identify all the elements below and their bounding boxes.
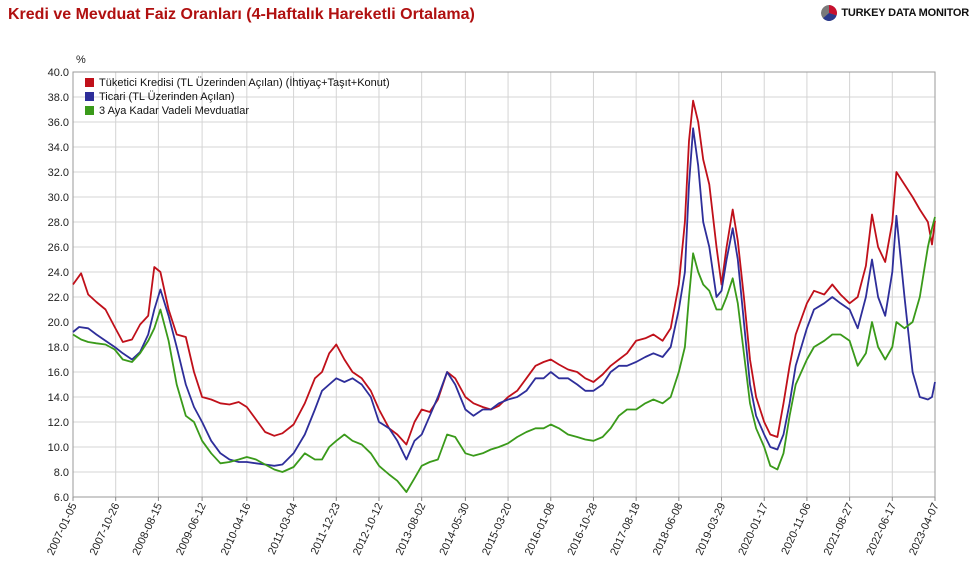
y-axis: 6.0 8.0 10.0 12.0 14.0 16.0 18.0 20.0 22.0 24.0 26… — [48, 67, 69, 504]
y-tick-label: 8.0 — [54, 467, 69, 479]
x-tick-label: 2021-08-27 — [822, 501, 857, 557]
y-unit-label: % — [76, 54, 86, 66]
x-tick-label: 2014-05-30 — [437, 501, 472, 557]
grid — [72, 71, 936, 498]
legend-swatch — [85, 92, 94, 101]
x-tick-label: 2019-03-29 — [694, 501, 729, 557]
y-tick-label: 28.0 — [48, 217, 69, 229]
legend-label: 3 Aya Kadar Vadeli Mevduatlar — [99, 105, 249, 117]
y-tick-label: 18.0 — [48, 342, 69, 354]
x-tick-label: 2011-03-04 — [266, 501, 300, 556]
x-tick-label: 2013-08-02 — [394, 501, 429, 557]
y-tick-label: 6.0 — [54, 492, 69, 504]
x-tick-label: 2011-12-23 — [309, 501, 343, 556]
y-tick-label: 12.0 — [48, 417, 69, 429]
legend-label: Ticari (TL Üzerinden Açılan) — [99, 91, 235, 103]
y-tick-label: 20.0 — [48, 317, 69, 329]
pie-logo-icon — [821, 5, 838, 21]
y-tick-label: 26.0 — [48, 242, 69, 254]
x-tick-label: 2016-10-28 — [566, 501, 601, 557]
y-tick-label: 14.0 — [48, 392, 69, 404]
legend-swatch — [85, 106, 94, 115]
y-tick-label: 10.0 — [48, 442, 69, 454]
brand: TURKEY DATA MONITOR — [821, 5, 969, 21]
x-tick-label: 2018-06-08 — [651, 501, 686, 557]
x-tick-label: 2015-03-20 — [480, 501, 515, 557]
series-line-1 — [72, 99, 936, 446]
x-axis: 2007-01-05 2007-10-26 2008-08-15 2009-06-12… — [45, 497, 942, 557]
y-tick-label: 16.0 — [48, 367, 69, 379]
legend: Tüketici Kredisi (TL Üzerinden Açılan) (… — [85, 76, 390, 117]
y-tick-label: 36.0 — [48, 117, 69, 129]
x-tick-label: 2008-08-15 — [130, 501, 165, 557]
x-tick-label: 2022-06-17 — [864, 501, 899, 557]
x-tick-label: 2023-04-07 — [907, 501, 942, 557]
series-line-2 — [72, 127, 936, 467]
y-tick-label: 34.0 — [48, 142, 69, 154]
y-tick-label: 38.0 — [48, 92, 69, 104]
x-tick-label: 2020-11-06 — [779, 501, 813, 556]
series-group — [72, 99, 936, 493]
x-tick-label: 2007-01-05 — [45, 501, 80, 557]
y-tick-label: 40.0 — [48, 67, 69, 79]
legend-swatch — [85, 78, 94, 87]
y-tick-label: 30.0 — [48, 192, 69, 204]
legend-label: Tüketici Kredisi (TL Üzerinden Açılan) (… — [99, 76, 390, 89]
y-tick-label: 32.0 — [48, 167, 69, 179]
y-tick-label: 22.0 — [48, 292, 69, 304]
x-tick-label: 2012-10-12 — [351, 501, 386, 557]
x-tick-label: 2010-04-16 — [219, 501, 254, 557]
page-title: Kredi ve Mevduat Faiz Oranları (4-Haftal… — [8, 6, 475, 23]
y-tick-label: 24.0 — [48, 267, 69, 279]
x-tick-label: 2016-01-08 — [523, 501, 558, 557]
x-tick-label: 2009-06-12 — [174, 501, 209, 557]
x-tick-label: 2017-08-18 — [608, 501, 643, 557]
series-line-3 — [72, 216, 936, 493]
x-tick-label: 2007-10-26 — [88, 501, 123, 557]
x-tick-label: 2020-01-17 — [736, 501, 771, 557]
brand-name: TURKEY DATA MONITOR — [841, 7, 969, 19]
